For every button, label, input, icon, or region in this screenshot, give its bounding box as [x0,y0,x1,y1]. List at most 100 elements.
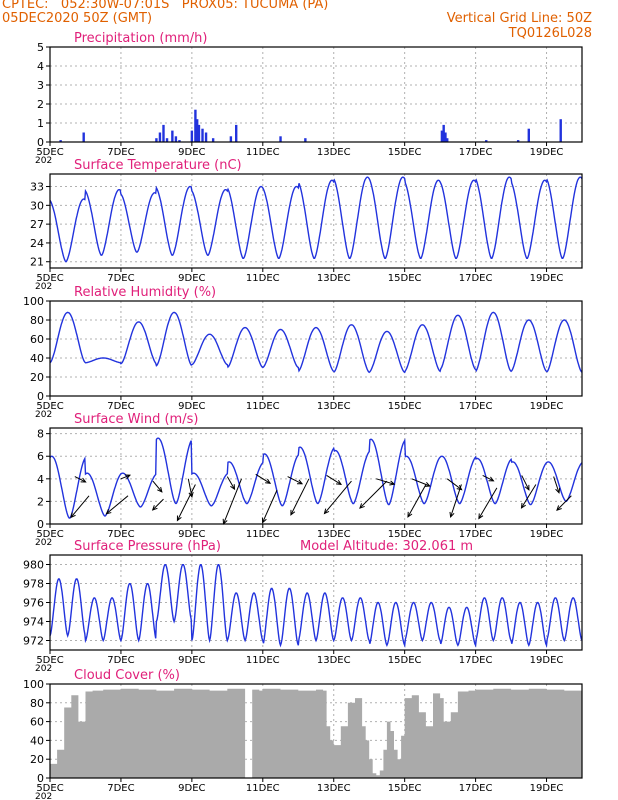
wind-vector-arrowhead [230,484,236,491]
precipitation-xtick-label: 17DEC [459,147,493,158]
wind-xtick-label: 17DEC [459,529,493,540]
wind-vector-arrowhead [449,511,455,518]
precip-bar [59,140,62,142]
pressure-ytick-label: 976 [23,597,44,610]
precip-bar [516,140,520,142]
wind-vector-arrow [446,478,462,491]
precip-bar [162,124,165,142]
precip-bar [527,128,530,142]
wind-xtick-label: 13DEC [317,529,351,540]
wind-xtick-label: 11DEC [246,529,280,540]
cloud-xtick-label: 9DEC [178,783,205,794]
wind-ytick-label: 6 [37,450,44,463]
cloud-title: Cloud Cover (%) [74,668,180,683]
wind-xtick-label: 15DEC [388,529,422,540]
temperature-ytick-label: 30 [30,199,44,212]
wind-vector-arrow [324,480,352,514]
pressure-annotation: Model Altitude: 302.061 m [300,539,473,554]
pressure-xtick-label: 17DEC [459,655,493,666]
pressure-xtick-label: 19DEC [530,655,564,666]
wind-vector-arrowhead [265,478,272,484]
precipitation-panel: 0 1 2 3 4 5 5DEC 7DEC 9DEC 11DEC 13DEC 15DEC 17DEC 19… [35,31,583,166]
wind-year-label: 202 [35,538,52,548]
wind-vector-arrow [120,474,131,480]
wind-xtick-label: 19DEC [530,529,564,540]
cloud-ytick-label: 100 [23,678,44,691]
cloud-ytick-label: 60 [30,716,44,729]
wind-vector-arrow [152,498,164,511]
cloud-ytick-label: 20 [30,753,44,766]
wind-vector-arrow [223,478,242,525]
wind-ytick-label: 4 [37,473,44,486]
cloud-ytick-label: 0 [37,772,44,785]
humidity-xtick-label: 17DEC [459,401,493,412]
precipitation-xtick-label: 15DEC [388,147,422,158]
header-run-time: 05DEC2020 50Z (GMT) [2,11,153,26]
precipitation-xtick-label: 11DEC [246,147,280,158]
precipitation-ytick-label: 3 [37,79,44,92]
wind-vector-arrow [521,484,537,509]
temperature-panel: 21 24 27 30 33 5DEC 7DEC 9DEC 11DEC 13DEC 15DEC 17D… [30,158,583,292]
precipitation-year-label: 202 [35,156,52,166]
wind-vector-arrow [287,476,303,485]
pressure-xtick-label: 11DEC [246,655,280,666]
wind-vector-arrow [176,484,196,521]
wind-vector-arrow [359,480,388,509]
temperature-xtick-label: 9DEC [178,273,205,284]
pressure-ytick-label: 974 [23,616,44,629]
humidity-ytick-label: 100 [23,295,44,308]
cloud-frame [49,683,583,779]
precip-bar [235,124,238,142]
wind-vector-arrow [478,487,498,519]
pressure-ytick-label: 980 [23,559,44,572]
cloud-cover-area [50,688,582,778]
wind-vector-arrowhead [555,487,561,494]
wind-ytick-label: 0 [37,518,44,531]
wind-vector-arrowhead [520,502,526,509]
precip-bar [304,138,307,142]
temperature-frame [49,173,583,269]
humidity-xtick-label: 13DEC [317,401,351,412]
precip-bar [204,132,208,142]
humidity-ytick-label: 40 [30,352,44,365]
wind-vector-arrow [262,489,278,523]
precipitation-ytick-label: 2 [37,98,44,111]
precipitation-xtick-label: 9DEC [178,147,205,158]
wind-vector-arrowhead [478,513,484,520]
cloud-xtick-label: 5DEC [36,783,63,794]
precip-bar [174,136,178,142]
humidity-panel: 0 20 40 60 80 100 5DEC 7DEC 9DEC 11DEC 13DEC 15DEC 1… [23,285,583,420]
precipitation-ytick-label: 4 [37,60,44,73]
pressure-ytick-label: 972 [23,635,44,648]
humidity-xtick-label: 19DEC [530,401,564,412]
header-model-id: TQ0126L028 [508,26,592,41]
wind-vector-arrowhead [80,477,87,483]
wind-vector-arrow [407,484,427,518]
cloud-xtick-label: 19DEC [530,783,564,794]
header-location: CPTEC: 052:30W-07:01S PROX05: TUCUMA (PA… [2,0,329,12]
cloud-xtick-label: 13DEC [317,783,351,794]
wind-vector-arrowhead [424,481,431,487]
wind-frame [49,427,583,525]
wind-panel: 0 2 4 6 8 5DEC 7DEC 9DEC 11DEC 13DEC 15DEC 17DEC 19D… [35,412,583,548]
precipitation-ytick-label: 1 [37,117,44,130]
temperature-ytick-label: 27 [30,218,44,231]
temperature-xtick-label: 7DEC [107,273,134,284]
precip-bar [442,124,445,142]
wind-vector-arrow [450,484,462,518]
cloud-xtick-label: 17DEC [459,783,493,794]
wind-vector-arrowhead [556,505,562,511]
precip-bar [446,138,449,142]
wind-vector-arrowhead [389,480,396,486]
wind-xtick-label: 5DEC [36,529,63,540]
wind-vector-arrowhead [176,515,182,522]
cloud-panel: 0 20 40 60 80 100 5DEC 7DEC 9DEC 11DEC 13DEC 15DEC 1… [23,668,583,800]
temperature-xtick-label: 17DEC [459,273,493,284]
precip-bar [194,109,197,142]
wind-vector-arrowhead [407,511,413,518]
precip-bar [171,130,174,142]
temperature-xtick-label: 19DEC [530,273,564,284]
wind-ytick-label: 2 [37,495,44,508]
humidity-xtick-label: 9DEC [178,401,205,412]
